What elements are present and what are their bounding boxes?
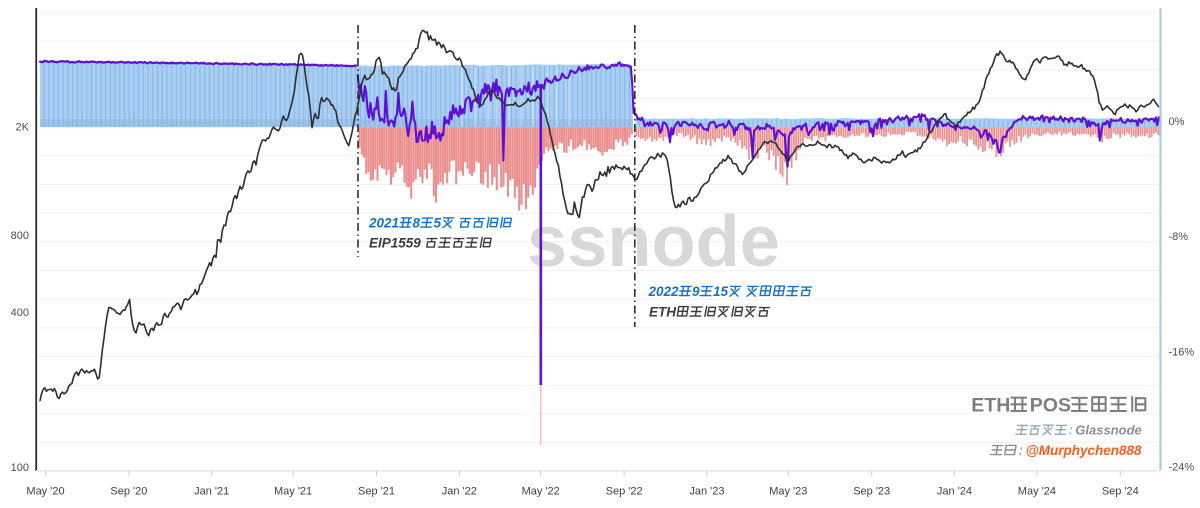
- svg-text:-8%: -8%: [1169, 231, 1189, 243]
- svg-text:8: 8: [413, 216, 421, 231]
- svg-text:2022: 2022: [648, 284, 680, 299]
- svg-text:ETH: ETH: [971, 395, 1010, 417]
- svg-text:Sep '22: Sep '22: [606, 486, 643, 498]
- svg-text:Jan '24: Jan '24: [937, 486, 972, 498]
- svg-text:400: 400: [11, 307, 29, 319]
- svg-text:Glassnode: Glassnode: [1075, 423, 1141, 438]
- svg-text:May '23: May '23: [769, 486, 807, 498]
- svg-text:ssnode: ssnode: [527, 202, 780, 282]
- svg-text:POS: POS: [1030, 395, 1071, 417]
- svg-text:Jan '21: Jan '21: [194, 486, 229, 498]
- svg-text:May '20: May '20: [26, 486, 64, 498]
- svg-text:May '22: May '22: [522, 486, 560, 498]
- svg-text:ETH: ETH: [649, 305, 676, 320]
- svg-text:0%: 0%: [1169, 116, 1185, 128]
- svg-text:Jan '22: Jan '22: [442, 486, 477, 498]
- svg-text:2021: 2021: [368, 216, 399, 231]
- svg-text:May '21: May '21: [274, 486, 312, 498]
- svg-text:15: 15: [713, 284, 729, 299]
- svg-text:800: 800: [11, 230, 29, 242]
- svg-text:100: 100: [11, 462, 29, 474]
- svg-text:-24%: -24%: [1169, 462, 1195, 474]
- svg-text:@Murphychen888: @Murphychen888: [1026, 443, 1142, 458]
- svg-text:Sep '23: Sep '23: [853, 486, 890, 498]
- svg-text:May '24: May '24: [1018, 486, 1056, 498]
- svg-text:Sep '20: Sep '20: [110, 486, 147, 498]
- svg-text:9: 9: [692, 284, 700, 299]
- svg-text:-16%: -16%: [1169, 347, 1195, 359]
- svg-text:EIP1559: EIP1559: [369, 236, 421, 251]
- svg-text:Sep '21: Sep '21: [358, 486, 395, 498]
- svg-text:2K: 2K: [16, 122, 30, 134]
- svg-text:Jan '23: Jan '23: [689, 486, 724, 498]
- svg-text:5: 5: [434, 216, 442, 231]
- svg-text:Sep '24: Sep '24: [1102, 486, 1139, 498]
